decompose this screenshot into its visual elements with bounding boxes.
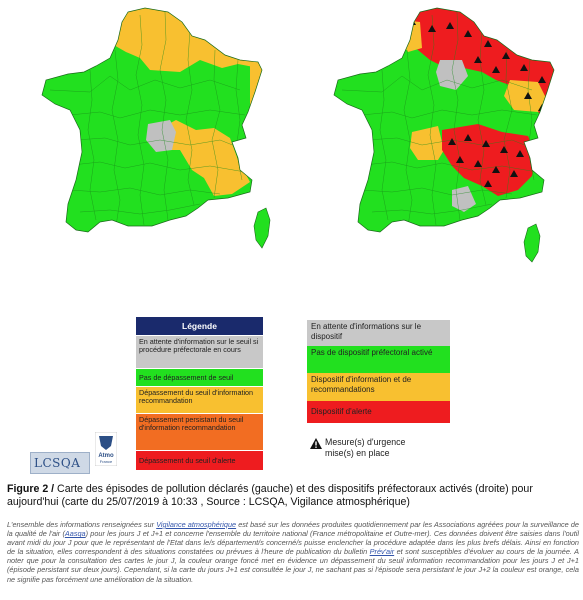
- aasqa-link[interactable]: Aasqa: [64, 529, 86, 539]
- legend-item-persistent-exceed: Dépassement persistant du seuil d'inform…: [136, 413, 263, 450]
- svg-text:Atmo: Atmo: [98, 453, 114, 459]
- maps-area: [41, 7, 555, 263]
- legend-item-info-exceed: Dépassement du seuil d'information recom…: [136, 386, 263, 413]
- lcsqa-logo: LCSQA: [30, 452, 90, 474]
- legend-right: En attente d'informations sur le disposi…: [307, 320, 450, 423]
- legend-right-alert-device: Dispositif d'alerte: [307, 401, 450, 423]
- vigilance-link[interactable]: Vigilance atmosphérique: [156, 520, 237, 529]
- measure-line1: Mesure(s) d'urgence: [325, 437, 406, 447]
- legend-right-info-device: Dispositif d'information et de recommand…: [307, 373, 450, 401]
- measure-triangles: [408, 18, 546, 187]
- legend-right-pending: En attente d'informations sur le disposi…: [307, 320, 450, 346]
- legend-item-alert-exceed: Dépassement du seuil d'alerte: [136, 450, 263, 470]
- warning-icon: [310, 438, 322, 449]
- measure-line2: mise(s) en place: [325, 448, 390, 458]
- legend-right-no-device: Pas de dispositif préfectoral activé: [307, 346, 450, 373]
- corsica-right: [523, 223, 541, 263]
- svg-text:France: France: [100, 459, 113, 464]
- figure-label: Figure 2 /: [7, 483, 58, 495]
- france-map-left: [41, 7, 271, 249]
- legend-header: Légende: [136, 317, 263, 335]
- legend-item-pending: En attente d'information sur le seuil si…: [136, 335, 263, 368]
- legend-item-no-exceed: Pas de dépassement de seuil: [136, 368, 263, 386]
- disclaimer-note: L'ensemble des informations renseignées …: [7, 520, 579, 584]
- prevair-link[interactable]: Prév'air: [369, 547, 395, 557]
- atmo-logo: Atmo France: [94, 431, 118, 467]
- figure-caption: Figure 2 / Carte des épisodes de polluti…: [7, 483, 579, 508]
- corsica-left: [253, 207, 271, 249]
- caption-text: Carte des épisodes de pollution déclarés…: [7, 483, 533, 508]
- france-map-right: [333, 7, 555, 263]
- legend-left: Légende En attente d'information sur le …: [136, 317, 263, 470]
